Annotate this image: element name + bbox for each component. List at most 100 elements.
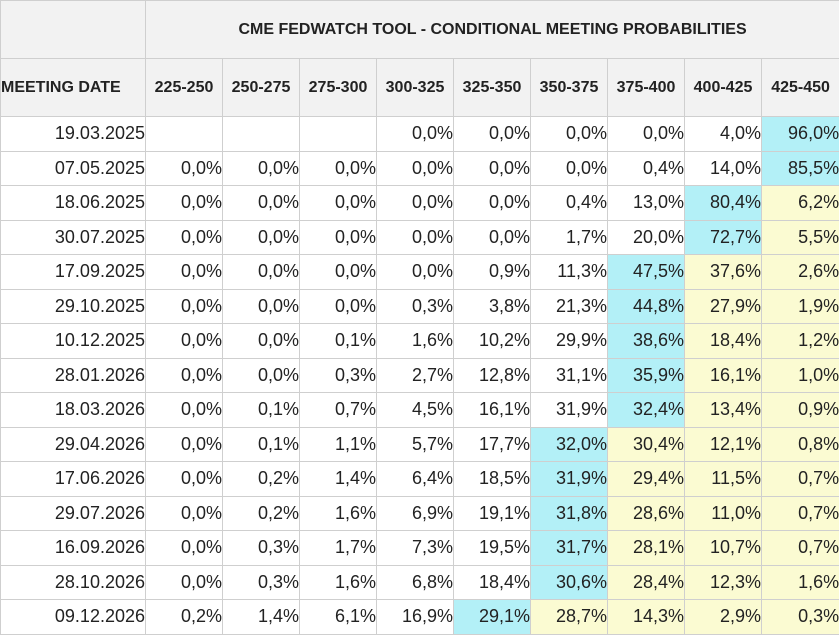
probability-cell: [223, 117, 300, 152]
probability-cell: 4,0%: [685, 117, 762, 152]
probability-cell: 10,7%: [685, 531, 762, 566]
probability-cell: 1,2%: [762, 324, 839, 359]
probability-cell: 0,1%: [300, 324, 377, 359]
probability-cell: 72,7%: [685, 220, 762, 255]
probability-cell: 18,5%: [454, 462, 531, 497]
probability-cell: 0,9%: [762, 393, 839, 428]
probability-cell: 32,0%: [531, 427, 608, 462]
probability-cell: 0,0%: [223, 151, 300, 186]
probability-cell: 30,6%: [531, 565, 608, 600]
probability-cell: 2,6%: [762, 255, 839, 290]
probability-cell: 2,7%: [377, 358, 454, 393]
probability-cell: 29,4%: [608, 462, 685, 497]
probability-cell: 3,8%: [454, 289, 531, 324]
probability-cell: 0,9%: [454, 255, 531, 290]
probability-cell: 0,2%: [146, 600, 223, 635]
probability-cell: 6,9%: [377, 496, 454, 531]
probability-cell: 0,0%: [300, 255, 377, 290]
probability-cell: 0,4%: [608, 151, 685, 186]
probability-cell: 0,7%: [762, 531, 839, 566]
meeting-date-cell: 18.06.2025: [1, 186, 146, 221]
probability-cell: 16,1%: [685, 358, 762, 393]
probability-cell: 19,1%: [454, 496, 531, 531]
meeting-date-cell: 29.07.2026: [1, 496, 146, 531]
probability-cell: 32,4%: [608, 393, 685, 428]
probability-cell: [146, 117, 223, 152]
probability-cell: 0,3%: [377, 289, 454, 324]
column-header: 225-250: [146, 59, 223, 117]
probability-cell: 11,5%: [685, 462, 762, 497]
probability-cell: 0,7%: [300, 393, 377, 428]
probability-cell: 0,0%: [454, 186, 531, 221]
meeting-date-cell: 17.06.2026: [1, 462, 146, 497]
meeting-date-cell: 28.10.2026: [1, 565, 146, 600]
probability-cell: 0,0%: [223, 186, 300, 221]
probability-cell: 0,0%: [454, 220, 531, 255]
meeting-date-cell: 16.09.2026: [1, 531, 146, 566]
probability-cell: 27,9%: [685, 289, 762, 324]
meeting-date-cell: 29.04.2026: [1, 427, 146, 462]
probability-cell: 6,2%: [762, 186, 839, 221]
probability-cell: 0,0%: [531, 151, 608, 186]
probability-cell: 7,3%: [377, 531, 454, 566]
probability-cell: 0,0%: [146, 358, 223, 393]
probability-cell: 0,2%: [223, 496, 300, 531]
meeting-date-cell: 07.05.2025: [1, 151, 146, 186]
probability-cell: 28,1%: [608, 531, 685, 566]
column-header: 275-300: [300, 59, 377, 117]
probability-cell: 1,4%: [223, 600, 300, 635]
probability-cell: 37,6%: [685, 255, 762, 290]
probability-cell: 6,8%: [377, 565, 454, 600]
probability-cell: 31,9%: [531, 393, 608, 428]
probability-cell: 0,0%: [531, 117, 608, 152]
meeting-date-cell: 19.03.2025: [1, 117, 146, 152]
probability-cell: 1,4%: [300, 462, 377, 497]
probability-cell: 21,3%: [531, 289, 608, 324]
probability-cell: 31,7%: [531, 531, 608, 566]
probability-cell: 20,0%: [608, 220, 685, 255]
probability-cell: 30,4%: [608, 427, 685, 462]
probability-cell: 0,0%: [300, 151, 377, 186]
probability-cell: 19,5%: [454, 531, 531, 566]
probability-cell: 6,4%: [377, 462, 454, 497]
probability-cell: 0,1%: [223, 393, 300, 428]
corner-cell: [1, 1, 146, 59]
probability-cell: 1,6%: [300, 565, 377, 600]
probability-cell: 0,0%: [300, 289, 377, 324]
column-header: 375-400: [608, 59, 685, 117]
probability-cell: 85,5%: [762, 151, 839, 186]
probability-cell: 0,4%: [531, 186, 608, 221]
column-header: 350-375: [531, 59, 608, 117]
probability-cell: 13,0%: [608, 186, 685, 221]
meeting-date-cell: 30.07.2025: [1, 220, 146, 255]
probability-cell: 0,0%: [608, 117, 685, 152]
probability-cell: 0,0%: [146, 393, 223, 428]
probability-cell: 31,8%: [531, 496, 608, 531]
probability-cell: 2,9%: [685, 600, 762, 635]
probability-cell: 0,3%: [300, 358, 377, 393]
probability-cell: 18,4%: [454, 565, 531, 600]
probability-cell: 0,0%: [454, 117, 531, 152]
probability-cell: 38,6%: [608, 324, 685, 359]
probability-cell: 47,5%: [608, 255, 685, 290]
column-header: 425-450: [762, 59, 839, 117]
meeting-date-cell: 28.01.2026: [1, 358, 146, 393]
probability-cell: 16,9%: [377, 600, 454, 635]
probability-cell: 35,9%: [608, 358, 685, 393]
probability-cell: 0,0%: [223, 255, 300, 290]
meeting-date-header: MEETING DATE: [1, 59, 146, 117]
meeting-date-cell: 10.12.2025: [1, 324, 146, 359]
